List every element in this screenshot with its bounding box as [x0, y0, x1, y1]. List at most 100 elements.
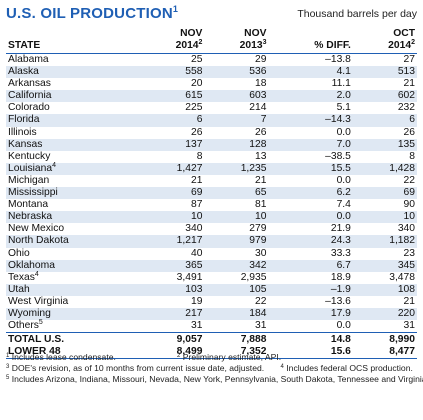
table-row: New Mexico 340 279 21.9 340: [6, 223, 417, 235]
footnote-mark: 3: [262, 38, 267, 46]
col-nov2014-month: NOV: [180, 28, 203, 39]
diff-cell: 0.0: [336, 174, 351, 186]
nov2014-cell: 217: [140, 307, 205, 321]
state-name: Mississippi: [8, 187, 58, 199]
oct2014-cell: 26: [403, 126, 415, 138]
oct2014-cell: 69: [352, 187, 417, 200]
header-row-2: STATE 20142 20133 % DIFF. 20142: [6, 38, 417, 54]
diff-cell: –14.3: [268, 114, 353, 127]
nov2014-cell: 137: [140, 138, 205, 151]
oct2014-cell: 108: [352, 283, 417, 296]
diff-cell: –1.9: [268, 283, 353, 296]
nov2014-cell: 69: [140, 187, 205, 200]
state-cell: West Virginia: [6, 296, 140, 308]
oct2014-cell: 8,477: [352, 346, 417, 360]
nov2013-cell: 342: [204, 259, 269, 272]
diff-cell: 17.9: [268, 307, 353, 321]
oil-production-table: NOV NOV OCT STATE 20142 20133 % DIFF. 20…: [6, 28, 417, 360]
table-row: Utah 103 105 –1.9 108: [6, 283, 417, 296]
footnote-mark: 5: [6, 375, 10, 382]
table-row: Alabama 25 29 –13.8 27: [6, 54, 417, 67]
footnote-1: 1 Includes lease condensate.: [6, 352, 116, 362]
footnote-text: Preliminary estimate, API.: [182, 352, 282, 362]
state-cell: Ohio: [6, 248, 140, 260]
nov2013-cell: 7,352: [204, 346, 269, 360]
col-state: STATE: [6, 39, 141, 54]
title-text: U.S. OIL PRODUCTION: [6, 5, 173, 22]
oct2014-cell: 3,478: [389, 271, 415, 283]
nov2013-cell: 30: [255, 247, 267, 259]
oct2014-cell: 10: [352, 211, 417, 224]
state-name: Texas: [8, 271, 35, 283]
diff-cell: 18.9: [330, 271, 351, 283]
nov2014-cell: 40: [190, 247, 203, 259]
nov2013-cell: 26: [255, 126, 267, 138]
footnote-row-1: 1 Includes lease condensate. 2 Prelimina…: [6, 351, 417, 362]
table-row: Oklahoma 365 342 6.7 345: [6, 259, 417, 272]
state-cell: North Dakota: [6, 235, 141, 248]
footnote-mark: 4: [280, 364, 284, 371]
footnote-3: 3 DOE's revision, as of 10 months from c…: [6, 363, 264, 373]
oct2014-cell: 602: [352, 90, 417, 103]
col-nov2013-month: NOV: [244, 28, 267, 39]
units-label: Thousand barrels per day: [297, 8, 417, 20]
nov2013-cell: 18: [255, 78, 267, 90]
footnote-mark: 1: [6, 353, 10, 359]
title-footnote-mark: 1: [172, 4, 179, 14]
state-name: Utah: [8, 283, 30, 295]
state-cell: Texas4: [6, 271, 140, 284]
nov2014-cell: 9,057: [140, 332, 205, 347]
nov2013-cell: 1,235: [204, 162, 269, 175]
state-name: Colorado: [8, 102, 50, 114]
table-row: Colorado 225 214 5.1 232: [6, 102, 417, 114]
footnote-mark: 2: [411, 38, 415, 46]
diff-cell: 11.1: [331, 78, 351, 90]
diff-cell: 14.8: [268, 332, 353, 347]
state-name: New Mexico: [8, 223, 65, 235]
nov2013-cell: 31: [255, 320, 267, 332]
nov2014-cell: 8,499: [140, 346, 205, 360]
state-name: Alaska: [8, 66, 39, 78]
footnote-5: 5 Includes Arizona, Indiana, Missouri, N…: [6, 374, 423, 384]
state-cell: Oklahoma: [6, 259, 141, 272]
header-spacer: [268, 28, 352, 40]
diff-cell: 7.4: [336, 199, 351, 211]
table-row: Nebraska 10 10 0.0 10: [6, 211, 417, 224]
state-name: Illinois: [8, 126, 37, 138]
nov2013-cell: 21: [255, 174, 267, 186]
state-name: Kentucky: [8, 150, 51, 162]
header-spacer: [6, 28, 140, 40]
diff-cell: 6.2: [268, 187, 353, 200]
totals-row: TOTAL U.S. 9,057 7,888 14.8 8,990: [6, 332, 417, 347]
oct2014-cell: 345: [352, 259, 417, 272]
oct2014-cell: 6: [352, 114, 417, 127]
year-text: 2014: [175, 39, 199, 51]
table-row: California 615 603 2.0 602: [6, 90, 417, 103]
state-name: Michigan: [8, 174, 50, 186]
nov2014-cell: 25: [190, 54, 203, 65]
nov2013-cell: 65: [204, 187, 269, 200]
table-row: North Dakota 1,217 979 24.3 1,182: [6, 235, 417, 248]
nov2014-cell: 615: [140, 90, 205, 103]
state-name: Wyoming: [8, 307, 51, 319]
nov2014-cell: 10: [140, 211, 205, 224]
nov2013-cell: 7,888: [204, 332, 269, 347]
table-row: Alaska 558 536 4.1 513: [6, 66, 417, 79]
footnote-text: Includes Arizona, Indiana, Missouri, Nev…: [11, 374, 423, 385]
state-cell: Wyoming: [6, 307, 141, 321]
nov2014-cell: 1,427: [140, 162, 205, 175]
state-name: Ohio: [8, 247, 30, 259]
state-cell: New Mexico: [6, 223, 140, 235]
state-cell: Kentucky: [6, 151, 140, 163]
state-cell: Alaska: [6, 66, 141, 79]
diff-cell: 5.1: [336, 102, 351, 114]
table-row: Wyoming 217 184 17.9 220: [6, 307, 417, 321]
nov2013-cell: 128: [204, 138, 269, 151]
footnote-4: 4 Includes federal OCS production.: [281, 363, 413, 373]
nov2014-cell: 225: [185, 102, 203, 114]
footnote-text: Includes federal OCS production.: [286, 363, 413, 374]
table-totals: TOTAL U.S. 9,057 7,888 14.8 8,990 LOWER 48 8,4…: [6, 332, 417, 360]
table-row: Arkansas 20 18 11.1 21: [6, 78, 417, 90]
footnote-mark: 2: [177, 353, 181, 359]
state-cell: Louisiana4: [6, 162, 141, 175]
